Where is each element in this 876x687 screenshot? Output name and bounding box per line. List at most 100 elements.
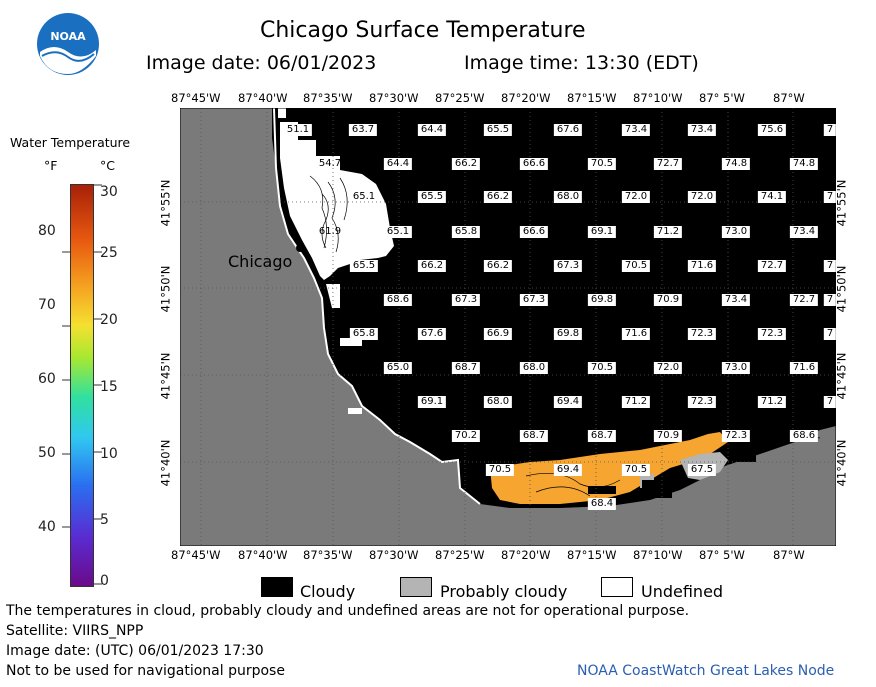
lat-label-left: 41°55'N <box>158 179 173 227</box>
temp-label: 73.0 <box>721 362 751 374</box>
temp-label: 71.2 <box>653 226 683 238</box>
warm-water-area <box>490 432 728 504</box>
lon-label-top: 87° 5'W <box>699 91 745 105</box>
temp-label: 72.0 <box>687 191 717 203</box>
temp-label: 69.1 <box>417 396 447 408</box>
colorbar-c-tick: 10 <box>100 446 118 462</box>
legend-label-probably-cloudy: Probably cloudy <box>440 582 568 601</box>
temp-label: 66.2 <box>451 158 481 170</box>
colorbar-c-tick: 30 <box>100 184 118 200</box>
lon-label-bottom: 87°45'W <box>171 548 221 562</box>
lon-label-bottom: 87°30'W <box>369 548 419 562</box>
temp-label: 69.4 <box>553 396 583 408</box>
temp-label: 72.0 <box>653 362 683 374</box>
noaa-logo: NOAA <box>36 12 100 76</box>
temp-label: 69.8 <box>587 294 617 306</box>
map-panel: 51.1 63.7 64.4 65.5 67.6 73.4 73.4 75.6 … <box>179 107 837 547</box>
city-label-chicago: Chicago <box>228 252 293 271</box>
legend-label-cloudy: Cloudy <box>300 582 356 601</box>
temp-label: 75.6 <box>757 124 787 136</box>
lon-label-bottom: 87°20'W <box>501 548 551 562</box>
temp-label: 71.2 <box>757 396 787 408</box>
temp-label: 7 <box>823 191 837 203</box>
lon-label-bottom: 87°35'W <box>303 548 353 562</box>
temp-label: 68.7 <box>519 430 549 442</box>
temp-label: 72.7 <box>789 294 819 306</box>
colorbar-c-tick: 20 <box>100 312 118 328</box>
lon-label-bottom: 87°25'W <box>435 548 485 562</box>
lat-label-left: 41°50'N <box>158 265 173 313</box>
lat-label-left: 41°40'N <box>158 439 173 487</box>
image-time: Image time: 13:30 (EDT) <box>464 52 699 74</box>
temp-label: 66.6 <box>519 226 549 238</box>
undefined-area <box>280 122 394 280</box>
noaa-logo-text: NOAA <box>50 30 86 43</box>
temp-label: 66.9 <box>483 328 513 340</box>
temp-label: 71.6 <box>789 362 819 374</box>
temp-label: 74.8 <box>789 158 819 170</box>
colorbar-ticks <box>62 184 102 586</box>
footer-satellite: Satellite: VIIRS_NPP <box>6 623 144 639</box>
legend-swatch-cloudy <box>261 577 293 597</box>
temp-label: 65.1 <box>383 226 413 238</box>
temp-label: 72.3 <box>721 430 751 442</box>
lon-label-top: 87°10'W <box>633 91 683 105</box>
temp-label: 51.1 <box>283 124 313 136</box>
temp-label: 65.5 <box>483 124 513 136</box>
lat-label-right: 41°50'N <box>834 265 849 313</box>
temp-label: 65.8 <box>349 328 379 340</box>
temp-label: 64.4 <box>383 158 413 170</box>
temp-label: 73.4 <box>721 294 751 306</box>
legend-swatch-probably-cloudy <box>400 577 432 597</box>
lon-label-top: 87°15'W <box>567 91 617 105</box>
colorbar-c-tick: 5 <box>100 512 109 528</box>
temp-label: 72.3 <box>687 328 717 340</box>
lon-label-top: 87°20'W <box>501 91 551 105</box>
temp-label: 72.3 <box>687 396 717 408</box>
lake-cloud-area <box>272 108 836 508</box>
temp-label: 7 <box>823 294 837 306</box>
lon-label-bottom: 87° 5'W <box>699 548 745 562</box>
colorbar-unit-c: °C <box>100 158 115 173</box>
lon-label-bottom: 87°10'W <box>633 548 683 562</box>
temp-label: 71.6 <box>621 328 651 340</box>
temp-label: 54.7 <box>318 158 342 169</box>
temp-label: 67.3 <box>553 260 583 272</box>
temp-label: 67.3 <box>519 294 549 306</box>
footer-credit: NOAA CoastWatch Great Lakes Node <box>577 663 835 679</box>
colorbar-c-tick: 0 <box>100 573 109 589</box>
temp-label: 68.0 <box>553 191 583 203</box>
image-date: Image date: 06/01/2023 <box>146 52 377 74</box>
legend-swatch-undefined <box>601 577 633 597</box>
temp-label: 65.5 <box>417 191 447 203</box>
temp-label: 65.0 <box>383 362 413 374</box>
temp-label: 72.7 <box>757 260 787 272</box>
temp-label: 70.5 <box>485 464 515 476</box>
temp-label: 68.7 <box>587 430 617 442</box>
temp-label: 65.1 <box>352 191 376 202</box>
temp-label: 70.9 <box>653 430 683 442</box>
colorbar-unit-f: °F <box>44 158 58 173</box>
colorbar-f-tick: 80 <box>38 223 56 239</box>
temp-label: 61.9 <box>318 226 342 237</box>
temp-label: 7 <box>823 124 837 136</box>
lon-label-top: 87°25'W <box>435 91 485 105</box>
temp-label: 73.4 <box>621 124 651 136</box>
lon-label-top: 87°45'W <box>171 91 221 105</box>
colorbar-c-tick: 15 <box>100 379 118 395</box>
colorbar-f-tick: 50 <box>38 445 56 461</box>
colorbar <box>70 184 94 587</box>
temp-label: 73.4 <box>789 226 819 238</box>
temp-label: 73.4 <box>687 124 717 136</box>
temp-label: 67.6 <box>417 328 447 340</box>
colorbar-c-tick: 25 <box>100 245 118 261</box>
temp-label: 73.0 <box>721 226 751 238</box>
temp-label: 69.4 <box>553 464 583 476</box>
lat-label-right: 41°55'N <box>834 179 849 227</box>
temp-label: 67.3 <box>451 294 481 306</box>
temp-label: 64.4 <box>417 124 447 136</box>
lon-label-bottom: 87°15'W <box>567 548 617 562</box>
temp-label: 69.8 <box>553 328 583 340</box>
colorbar-f-tick: 40 <box>38 519 56 535</box>
temp-label: 68.0 <box>483 396 513 408</box>
